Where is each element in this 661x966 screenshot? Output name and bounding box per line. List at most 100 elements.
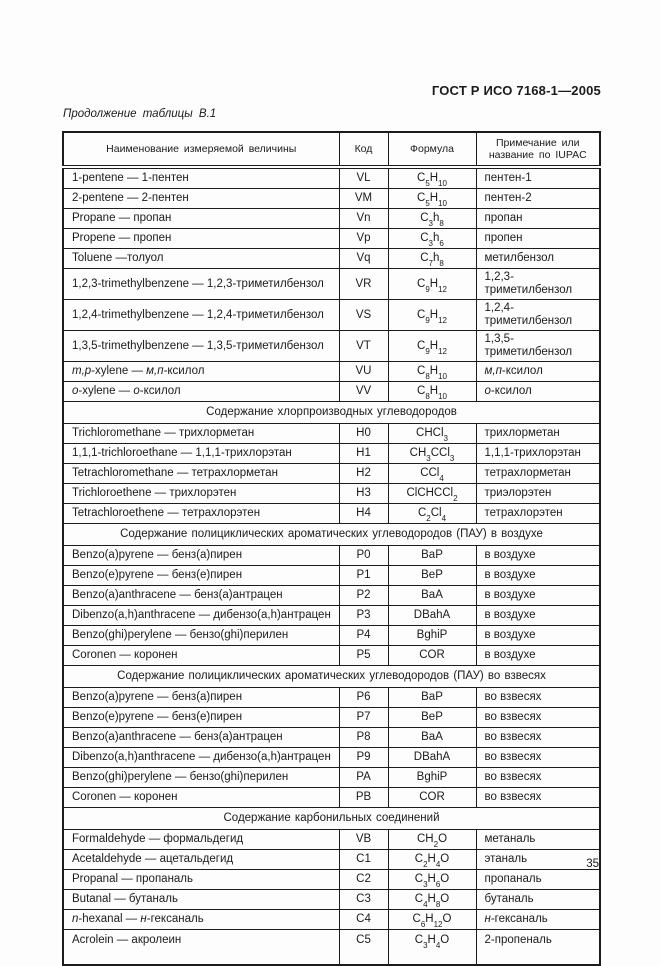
table-row: 1,1,1-trichloroethane — 1,1,1-трихлорэта… (62, 443, 601, 464)
formula-cell: C7h8 (387, 248, 477, 269)
quantity-name-cell: Tetrachloromethane — тетрахлорметан (62, 463, 340, 484)
code-cell: P5 (338, 645, 389, 666)
code-cell: VM (338, 188, 389, 209)
table-row: Butanal — бутаналь C3 C4H8O бутаналь (62, 889, 601, 910)
quantity-name-cell: Dibenzo(a,h)anthracene — дибензо(a,h)ант… (62, 605, 340, 626)
note-iupac-cell: этаналь (475, 849, 601, 870)
code-cell: Vp (338, 228, 389, 249)
table-row: 1,3,5-trimethylbenzene — 1,3,5-триметилб… (62, 330, 601, 362)
note-iupac-cell: во взвесях (475, 727, 601, 748)
table-row: Propane — пропан Vn C3h8 пропан (62, 208, 601, 229)
quantity-name-cell: Benzo(e)pyrene — бенз(е)пирен (62, 707, 340, 728)
table-row: Tetrachloroethene — тетрахлорэтен H4 C2Cl4… (62, 503, 601, 524)
note-iupac-cell: тетрахлорэтен (475, 503, 601, 524)
note-iupac-cell: м,п-ксилол (475, 361, 601, 382)
formula-cell: C2H4O (387, 849, 477, 870)
quantity-name-cell: 1,2,3-trimethylbenzene — 1,2,3-триметилб… (62, 268, 340, 300)
quantity-name-cell: 1-pentene — 1-пентен (62, 166, 340, 189)
quantity-name-cell: Benzo(ghi)perylene — бензо(ghi)перилен (62, 625, 340, 646)
quantity-name-cell: 1,3,5-trimethylbenzene — 1,3,5-триметилб… (62, 330, 340, 362)
measured-quantities-table-wrapper: Наименование измеряемой величины Код Фор… (62, 131, 601, 966)
formula-cell: BaA (387, 727, 477, 748)
table-row: Benzo(ghi)perylene — бензо(ghi)перилен P4… (62, 625, 601, 646)
quantity-name-cell: n-hexanal — н-гексаналь (62, 909, 340, 930)
note-iupac-cell: о-ксилол (475, 381, 601, 402)
table-row: Propene — пропен Vp C3h6 пропен (62, 228, 601, 249)
code-cell: VB (338, 829, 389, 850)
code-cell: H3 (338, 483, 389, 504)
table-row: Trichloromethane — трихлорметан H0 CHCl3 тр… (62, 423, 601, 444)
quantity-name-cell: Trichloroethene — трихлорэтен (62, 483, 340, 504)
table-row: Benzo(ghi)perylene — бензо(ghi)перилен PA… (62, 767, 601, 788)
note-iupac-cell: во взвесях (475, 787, 601, 808)
formula-cell: BghiP (387, 625, 477, 646)
quantity-name-cell: Toluene —толуол (62, 248, 340, 269)
formula-cell: BaP (387, 687, 477, 708)
table-row: Dibenzo(a,h)anthracene — дибензо(a,h)ант… (62, 605, 601, 626)
note-iupac-cell: бутаналь (475, 889, 601, 910)
table-row: Formaldehyde — формальдегид VB CH2O метанал… (62, 829, 601, 850)
page-number: 35 (586, 858, 599, 870)
table-row: Tetrachloromethane — тетрахлорметан H2 CCl… (62, 463, 601, 484)
formula-cell: C9H12 (387, 330, 477, 362)
table-row: Coronen — коронен P5 COR в воздухе (62, 645, 601, 666)
quantity-name-cell: 1,2,4-trimethylbenzene — 1,2,4-триметилб… (62, 299, 340, 331)
column-header-code: Код (338, 131, 389, 169)
code-cell: PA (338, 767, 389, 788)
quantity-name-cell: Acetaldehyde — ацетальдегид (62, 849, 340, 870)
document-standard-number: ГОСТ Р ИСО 7168-1—2005 (431, 83, 601, 98)
table-row: Benzo(a)anthracene — бенз(а)антрацен P8 Ba… (62, 727, 601, 748)
quantity-name-cell: Benzo(a)pyrene — бенз(а)пирен (62, 687, 340, 708)
formula-cell: C8H10 (387, 381, 477, 402)
quantity-name-cell: Acrolein — акролеин (62, 929, 340, 966)
note-iupac-cell: в воздухе (475, 645, 601, 666)
quantity-name-cell: Benzo(e)pyrene — бенз(е)пирен (62, 565, 340, 586)
quantity-name-cell: Dibenzo(a,h)anthracene — дибензо(a,h)ант… (62, 747, 340, 768)
formula-cell: C5H10 (387, 188, 477, 209)
formula-cell: CH3CCl3 (387, 443, 477, 464)
quantity-name-cell: Trichloromethane — трихлорметан (62, 423, 340, 444)
code-cell: VV (338, 381, 389, 402)
section-title: Содержание хлорпроизводных углеводородов (62, 401, 601, 424)
code-cell: P8 (338, 727, 389, 748)
code-cell: P3 (338, 605, 389, 626)
formula-cell: C3h8 (387, 208, 477, 229)
note-iupac-cell: пропан (475, 208, 601, 229)
code-cell: P7 (338, 707, 389, 728)
note-iupac-cell: в воздухе (475, 605, 601, 626)
quantity-name-cell: Benzo(a)anthracene — бенз(а)антрацен (62, 727, 340, 748)
code-cell: VR (338, 268, 389, 300)
code-cell: VU (338, 361, 389, 382)
table-row: Coronen — коронен PB COR во взвесях (62, 787, 601, 808)
table-row: 1,2,3-trimethylbenzene — 1,2,3-триметилб… (62, 268, 601, 300)
formula-cell: C9H12 (387, 268, 477, 300)
formula-cell: C3H6O (387, 869, 477, 890)
table-row: Acrolein — акролеин C5 C3H4O 2-пропеналь (62, 929, 601, 966)
quantity-name-cell: Formaldehyde — формальдегид (62, 829, 340, 850)
note-iupac-cell: триэлорэтен (475, 483, 601, 504)
table-row: Acetaldehyde — ацетальдегид C1 C2H4O этанал… (62, 849, 601, 870)
note-iupac-cell: во взвесях (475, 687, 601, 708)
table-row: o-xylene — о-ксилол VV C8H10 о-ксилол (62, 381, 601, 402)
table-row: Benzo(a)pyrene — бенз(а)пирен P0 BaP в возд… (62, 545, 601, 566)
note-iupac-cell: во взвесях (475, 747, 601, 768)
quantity-name-cell: Benzo(ghi)perylene — бензо(ghi)перилен (62, 767, 340, 788)
note-iupac-cell: 1,2,4-триметилбензол (475, 299, 601, 331)
note-iupac-cell: трихлорметан (475, 423, 601, 444)
table-row: Trichloroethene — трихлорэтен H3 ClCHCCl2 т… (62, 483, 601, 504)
code-cell: Vq (338, 248, 389, 269)
quantity-name-cell: Benzo(a)anthracene — бенз(а)антрацен (62, 585, 340, 606)
table-row: Benzo(a)pyrene — бенз(а)пирен P6 BaP во взв… (62, 687, 601, 708)
code-cell: H4 (338, 503, 389, 524)
note-iupac-cell: в воздухе (475, 565, 601, 586)
note-iupac-cell: метилбензол (475, 248, 601, 269)
note-iupac-cell: пропаналь (475, 869, 601, 890)
formula-cell: BghiP (387, 767, 477, 788)
formula-cell: BeP (387, 707, 477, 728)
note-iupac-cell: 1,1,1-трихлорэтан (475, 443, 601, 464)
note-iupac-cell: в воздухе (475, 545, 601, 566)
code-cell: P2 (338, 585, 389, 606)
table-header-row: Наименование измеряемой величины Код Фор… (62, 131, 601, 169)
quantity-name-cell: 1,1,1-trichloroethane — 1,1,1-трихлорэта… (62, 443, 340, 464)
formula-cell: BeP (387, 565, 477, 586)
